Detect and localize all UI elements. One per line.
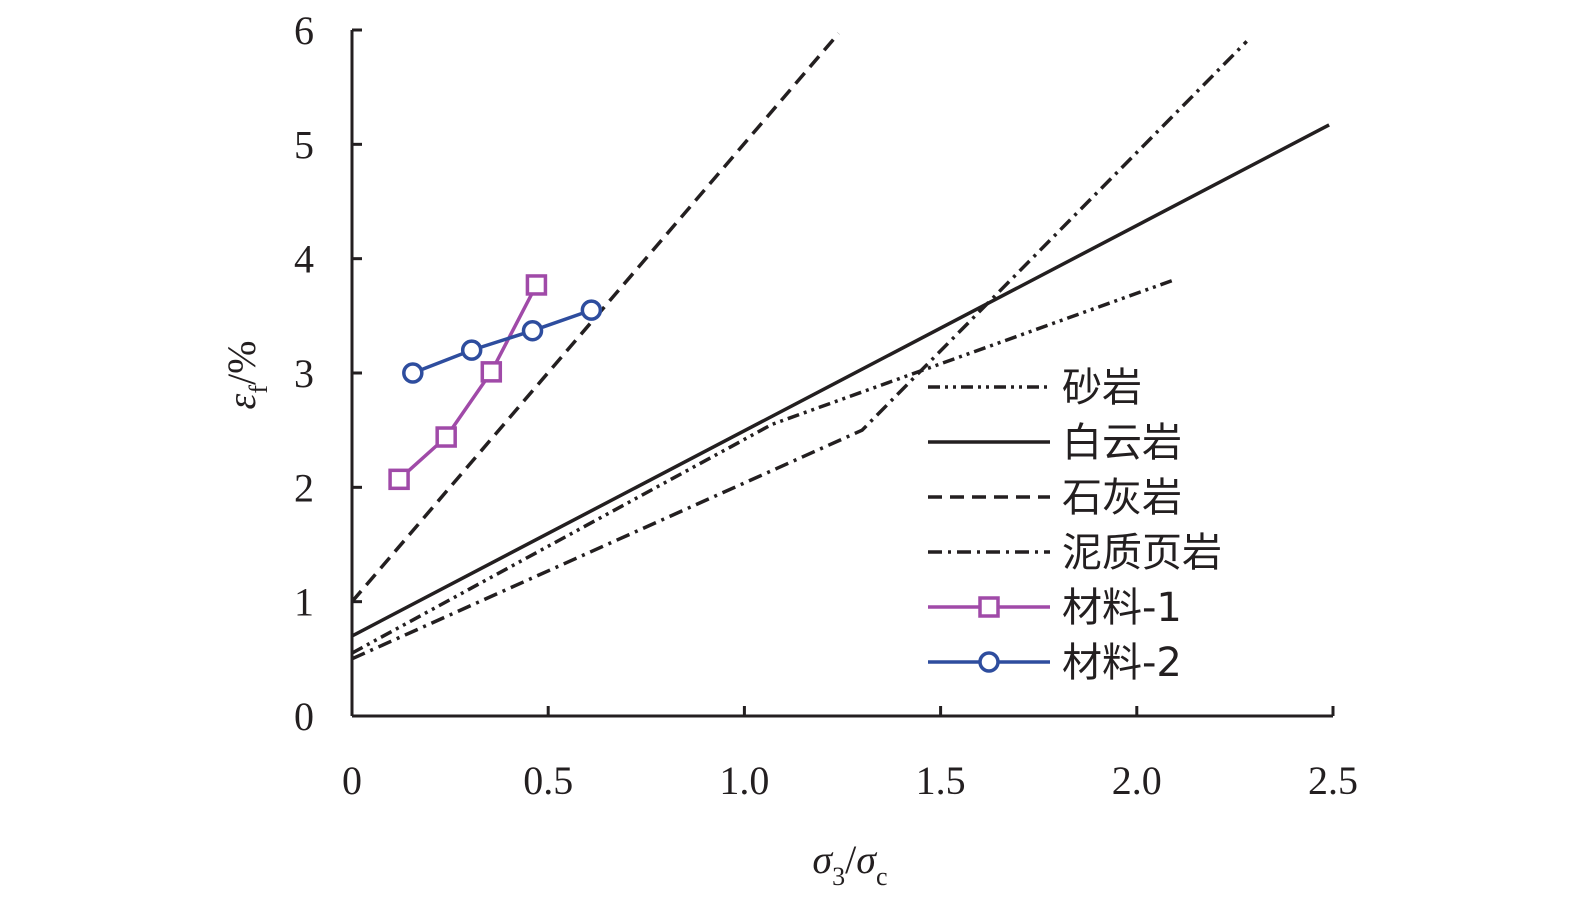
legend-marker bbox=[978, 596, 1000, 618]
series-6 bbox=[402, 299, 603, 384]
series-4 bbox=[351, 40, 1248, 661]
x-tick-label: 2.5 bbox=[1308, 758, 1358, 803]
y-tick-label: 2 bbox=[294, 465, 314, 510]
y-tick-label: 4 bbox=[294, 237, 314, 282]
data-point bbox=[402, 362, 424, 384]
data-point bbox=[480, 361, 503, 383]
series-line bbox=[397, 284, 538, 481]
legend-item: 泥质页岩 bbox=[928, 530, 1222, 576]
x-tick-label: 1.0 bbox=[719, 758, 769, 803]
data-point bbox=[460, 339, 483, 361]
legend-item: 石灰岩 bbox=[928, 475, 1182, 521]
series-layer bbox=[350, 32, 1330, 661]
axes: 0 0.5 1.0 1.5 2.0 2.5 0 1 2 3 4 5 6 bbox=[294, 8, 1358, 803]
y-tick-label: 0 bbox=[294, 694, 314, 739]
data-point bbox=[521, 319, 544, 342]
legend-item: 砂岩 bbox=[928, 365, 1142, 411]
x-tick-label: 2.0 bbox=[1112, 758, 1162, 803]
series-5 bbox=[388, 274, 548, 491]
legend-marker bbox=[978, 651, 1000, 673]
y-tick-label: 1 bbox=[294, 580, 314, 625]
x-tick-label: 0 bbox=[342, 758, 362, 803]
data-point bbox=[580, 299, 603, 321]
legend-label: 泥质页岩 bbox=[1062, 530, 1222, 576]
y-tick-label: 5 bbox=[294, 122, 314, 167]
series-line bbox=[412, 308, 592, 375]
legend-label: 材料-1 bbox=[1062, 585, 1182, 631]
legend-label: 砂岩 bbox=[1062, 365, 1142, 411]
data-point bbox=[388, 468, 410, 491]
x-axis-label: σ3/σc bbox=[812, 837, 887, 891]
y-tick-label: 3 bbox=[294, 351, 314, 396]
legend-item: 白云岩 bbox=[928, 420, 1182, 466]
series-line bbox=[351, 123, 1330, 638]
data-point bbox=[525, 274, 548, 296]
y-axis-label: εf/% bbox=[219, 341, 273, 410]
legend-item: 材料-1 bbox=[928, 585, 1182, 631]
series-line bbox=[351, 277, 1177, 655]
legend-label: 白云岩 bbox=[1062, 420, 1182, 466]
series-2 bbox=[351, 123, 1330, 638]
legend-label: 石灰岩 bbox=[1062, 475, 1182, 521]
legend-item: 材料-2 bbox=[928, 640, 1182, 686]
x-tick-label: 0.5 bbox=[523, 758, 573, 803]
series-1 bbox=[351, 277, 1177, 655]
data-point bbox=[435, 426, 457, 448]
legend-label: 材料-2 bbox=[1062, 640, 1182, 686]
series-line bbox=[351, 40, 1248, 661]
x-tick-label: 1.5 bbox=[916, 758, 966, 803]
y-tick-label: 6 bbox=[294, 8, 314, 53]
